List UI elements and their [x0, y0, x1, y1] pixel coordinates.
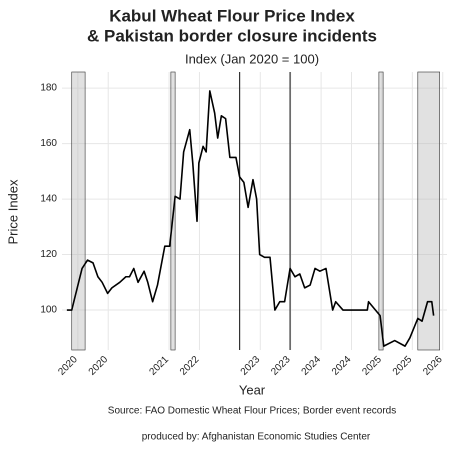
chart-title: Kabul Wheat Flour Price Index — [109, 6, 355, 25]
source-note: Source: FAO Domestic Wheat Flour Prices;… — [108, 406, 396, 417]
y-tick-label: 180 — [40, 83, 57, 94]
closure-period — [71, 71, 86, 351]
y-tick-label: 100 — [40, 305, 57, 316]
x-tick-label: 2020 — [56, 354, 80, 378]
credit-note: produced by: Afghanistan Economic Studie… — [142, 432, 371, 443]
price-line — [66, 90, 435, 347]
x-tick-label: 2020 — [87, 354, 111, 378]
chart-title: & Pakistan border closure incidents — [87, 26, 377, 45]
y-tick-label: 140 — [40, 194, 57, 205]
x-tick-label: 2023 — [239, 354, 263, 378]
x-tick-label: 2026 — [421, 354, 445, 378]
x-tick-label: 2024 — [300, 354, 324, 378]
x-tick-label: 2024 — [330, 354, 354, 378]
x-tick-label: 2023 — [269, 354, 293, 378]
x-tick-label: 2025 — [360, 354, 384, 378]
x-tick-label: 2025 — [391, 354, 415, 378]
closure-period — [417, 71, 441, 351]
x-tick-label: 2022 — [178, 354, 202, 378]
y-tick-label: 120 — [40, 249, 57, 260]
y-axis-label: Price Index — [5, 179, 20, 245]
x-tick-label: 2021 — [148, 354, 172, 378]
chart-subtitle: Index (Jan 2020 = 100) — [185, 51, 319, 66]
x-axis-label: Year — [239, 382, 266, 397]
closure-period — [378, 71, 384, 351]
y-tick-label: 160 — [40, 138, 57, 149]
